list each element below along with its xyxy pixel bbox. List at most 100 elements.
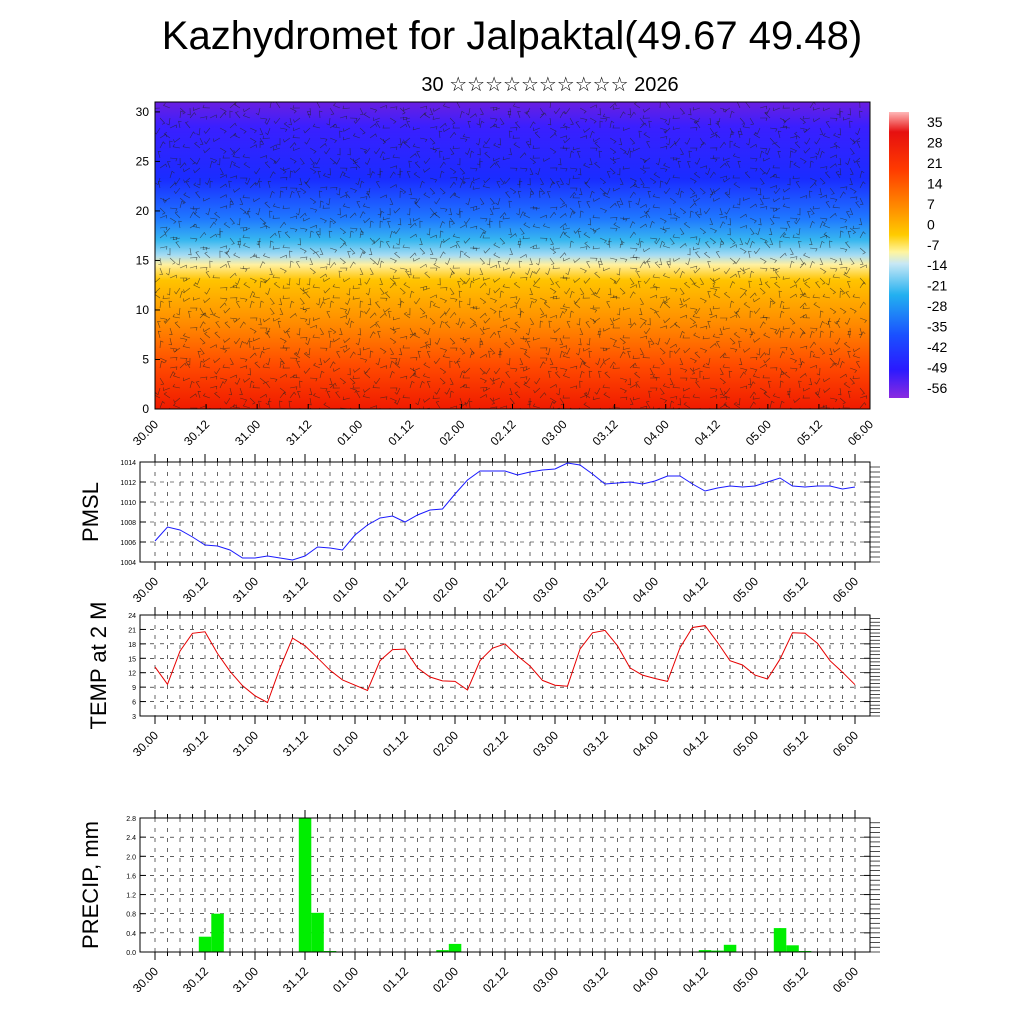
wind-barb — [829, 197, 838, 203]
wind-barb — [622, 216, 631, 221]
wind-barb — [249, 127, 257, 134]
wind-barb — [199, 116, 208, 120]
y-tick-label: 2.4 — [126, 835, 136, 842]
wind-barb — [529, 244, 537, 249]
wind-barb — [375, 257, 381, 266]
wind-barb — [509, 387, 513, 395]
precip-bar — [711, 950, 724, 952]
wind-barb — [299, 227, 308, 233]
wind-barb — [769, 173, 777, 179]
wind-barb — [358, 277, 362, 286]
wind-barb — [249, 144, 257, 149]
wind-barb — [388, 310, 392, 319]
wind-barb — [189, 131, 196, 139]
wind-barb — [629, 231, 636, 239]
wind-barb — [449, 167, 457, 174]
wind-barb — [166, 117, 171, 126]
wind-barb — [859, 317, 867, 323]
wind-barb — [643, 247, 651, 253]
wind-barb — [809, 260, 815, 269]
wind-barb — [364, 277, 371, 285]
wind-barb — [673, 267, 681, 274]
wind-barb — [579, 360, 585, 369]
wind-barb — [737, 130, 742, 139]
wind-barb — [647, 317, 651, 326]
wind-barb — [166, 287, 171, 296]
wind-barb — [179, 200, 185, 209]
wind-barb — [317, 170, 322, 179]
wind-barb — [452, 145, 461, 150]
wind-barb — [416, 151, 421, 159]
wind-barb — [683, 387, 691, 392]
wind-barb — [649, 237, 658, 242]
wind-barb — [692, 394, 701, 399]
wind-barb — [459, 210, 464, 219]
wind-barb — [829, 307, 837, 314]
wind-barb — [309, 257, 314, 265]
wind-barb — [674, 321, 681, 329]
wind-barb — [169, 124, 177, 129]
wind-barb — [638, 307, 643, 316]
wind-barb — [689, 147, 698, 152]
wind-barb — [549, 401, 555, 409]
wind-barb — [563, 232, 571, 239]
cross-section-x-tick-label: 31.12 — [283, 417, 314, 448]
wind-barb — [299, 317, 308, 323]
wind-barb — [819, 166, 828, 170]
wind-barb — [339, 167, 348, 172]
wind-barb — [235, 111, 241, 119]
wind-barb — [244, 177, 251, 185]
wind-barb — [734, 307, 741, 315]
wind-barb — [249, 352, 257, 359]
wind-barb — [508, 200, 512, 209]
wind-barb — [379, 240, 384, 249]
wind-barb — [502, 156, 511, 161]
wind-barb — [322, 205, 331, 209]
wind-barb — [482, 235, 490, 239]
wind-barb — [389, 267, 398, 274]
wind-barb — [244, 337, 251, 345]
wind-barb — [519, 277, 528, 281]
wind-barb — [583, 347, 591, 352]
wind-barb — [579, 327, 584, 335]
wind-barb — [259, 140, 264, 149]
wind-barb — [242, 265, 251, 270]
wind-barb — [483, 277, 491, 281]
wind-barb — [265, 287, 271, 296]
wind-barb — [575, 347, 581, 356]
wind-barb — [449, 270, 455, 279]
wind-barb — [439, 287, 448, 291]
wind-barb — [193, 167, 201, 174]
wind-barb — [479, 353, 487, 359]
wind-barb — [268, 400, 272, 409]
wind-barb — [339, 171, 346, 179]
wind-barb — [749, 381, 756, 389]
wind-barb — [417, 350, 422, 359]
wind-barb — [819, 217, 828, 222]
wind-barb — [689, 357, 697, 364]
wind-barb — [319, 137, 328, 142]
wind-barb — [519, 347, 528, 353]
wind-barb — [247, 367, 251, 376]
wind-barb — [432, 395, 441, 399]
wind-barb — [822, 133, 831, 139]
wind-barb — [483, 247, 491, 254]
wind-barb — [549, 102, 554, 109]
wind-barb — [239, 177, 248, 182]
wind-barb — [489, 377, 496, 385]
wind-barb — [799, 195, 807, 199]
wind-barb — [479, 327, 485, 335]
wind-barb — [689, 202, 697, 209]
wind-barb — [523, 351, 531, 359]
wind-barb — [829, 330, 834, 339]
wind-barb — [197, 178, 201, 186]
wind-barb — [429, 234, 437, 239]
wind-barb — [499, 324, 507, 329]
wind-barb — [689, 377, 698, 382]
wind-barb — [163, 131, 171, 139]
x-tick-label: 02.00 — [430, 574, 461, 605]
wind-barb — [309, 324, 317, 329]
wind-barb — [709, 217, 714, 225]
wind-barb — [499, 303, 507, 309]
